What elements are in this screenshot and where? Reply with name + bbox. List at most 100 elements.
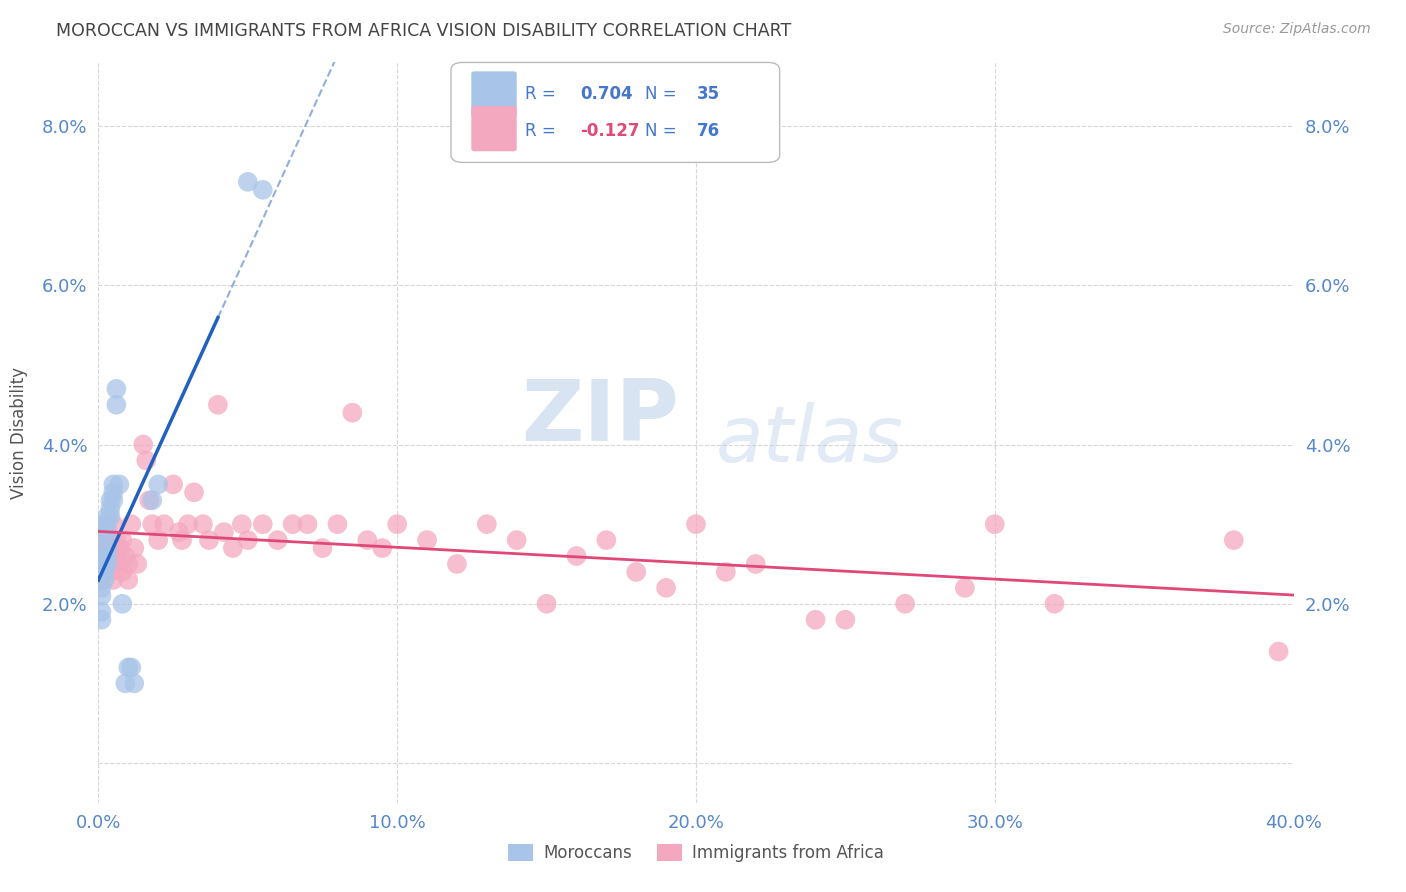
- Point: [685, 517, 707, 532]
- Point: [894, 597, 917, 611]
- FancyBboxPatch shape: [471, 106, 517, 152]
- Point: [162, 477, 184, 491]
- Point: [90, 565, 112, 579]
- Point: [98, 533, 122, 547]
- Point: [475, 517, 498, 532]
- Point: [1223, 533, 1246, 547]
- Text: atlas: atlas: [716, 402, 904, 478]
- Point: [311, 541, 333, 555]
- Point: [96, 525, 118, 540]
- Text: ZIP: ZIP: [522, 376, 679, 459]
- Point: [141, 493, 163, 508]
- Point: [98, 493, 122, 508]
- Point: [177, 517, 200, 532]
- Point: [96, 557, 118, 571]
- Point: [207, 398, 229, 412]
- Point: [953, 581, 976, 595]
- Point: [117, 660, 139, 674]
- Point: [252, 517, 274, 532]
- Point: [96, 549, 118, 563]
- Point: [356, 533, 378, 547]
- Point: [1043, 597, 1066, 611]
- Point: [536, 597, 558, 611]
- FancyBboxPatch shape: [451, 62, 780, 162]
- Point: [93, 549, 115, 563]
- Point: [105, 398, 128, 412]
- Point: [98, 501, 122, 516]
- Text: 0.704: 0.704: [581, 86, 633, 103]
- Point: [252, 183, 274, 197]
- Point: [714, 565, 737, 579]
- Point: [385, 517, 409, 532]
- Point: [124, 676, 146, 690]
- Point: [595, 533, 617, 547]
- Point: [108, 557, 131, 571]
- Point: [90, 605, 112, 619]
- Point: [93, 573, 115, 587]
- Point: [93, 549, 115, 563]
- Point: [103, 485, 125, 500]
- Point: [93, 517, 115, 532]
- Point: [446, 557, 468, 571]
- Point: [167, 525, 190, 540]
- Point: [114, 676, 136, 690]
- FancyBboxPatch shape: [471, 71, 517, 117]
- Point: [120, 660, 142, 674]
- Point: [148, 533, 170, 547]
- Y-axis label: Vision Disability: Vision Disability: [10, 367, 28, 499]
- Point: [96, 541, 118, 555]
- Point: [103, 573, 125, 587]
- Point: [984, 517, 1007, 532]
- Point: [326, 517, 349, 532]
- Point: [132, 437, 155, 451]
- Point: [111, 533, 134, 547]
- Point: [153, 517, 176, 532]
- Point: [96, 509, 118, 524]
- Point: [103, 493, 125, 508]
- Point: [267, 533, 290, 547]
- Point: [804, 613, 827, 627]
- Point: [745, 557, 768, 571]
- Point: [127, 557, 149, 571]
- Point: [93, 517, 115, 532]
- Point: [117, 557, 139, 571]
- Point: [141, 517, 163, 532]
- Point: [114, 549, 136, 563]
- Point: [565, 549, 588, 563]
- Point: [108, 477, 131, 491]
- Point: [96, 557, 118, 571]
- Point: [108, 541, 131, 555]
- Point: [236, 175, 259, 189]
- Point: [90, 533, 112, 547]
- Point: [231, 517, 253, 532]
- Legend: Moroccans, Immigrants from Africa: Moroccans, Immigrants from Africa: [502, 837, 890, 869]
- Point: [90, 557, 112, 571]
- Point: [93, 557, 115, 571]
- Point: [626, 565, 648, 579]
- Point: [105, 533, 128, 547]
- Point: [117, 573, 139, 587]
- Point: [111, 597, 134, 611]
- Point: [90, 573, 112, 587]
- Point: [198, 533, 221, 547]
- Point: [90, 581, 112, 595]
- Point: [98, 549, 122, 563]
- Point: [90, 589, 112, 603]
- Point: [342, 406, 364, 420]
- Text: 35: 35: [697, 86, 720, 103]
- Text: R =: R =: [524, 86, 561, 103]
- Text: N =: N =: [644, 121, 682, 139]
- Point: [124, 541, 146, 555]
- Point: [103, 517, 125, 532]
- Point: [416, 533, 439, 547]
- Point: [236, 533, 259, 547]
- Point: [96, 541, 118, 555]
- Point: [655, 581, 678, 595]
- Text: MOROCCAN VS IMMIGRANTS FROM AFRICA VISION DISABILITY CORRELATION CHART: MOROCCAN VS IMMIGRANTS FROM AFRICA VISIO…: [56, 22, 792, 40]
- Point: [98, 565, 122, 579]
- Point: [1267, 644, 1289, 658]
- Point: [297, 517, 319, 532]
- Point: [506, 533, 529, 547]
- Point: [191, 517, 214, 532]
- Text: 76: 76: [697, 121, 720, 139]
